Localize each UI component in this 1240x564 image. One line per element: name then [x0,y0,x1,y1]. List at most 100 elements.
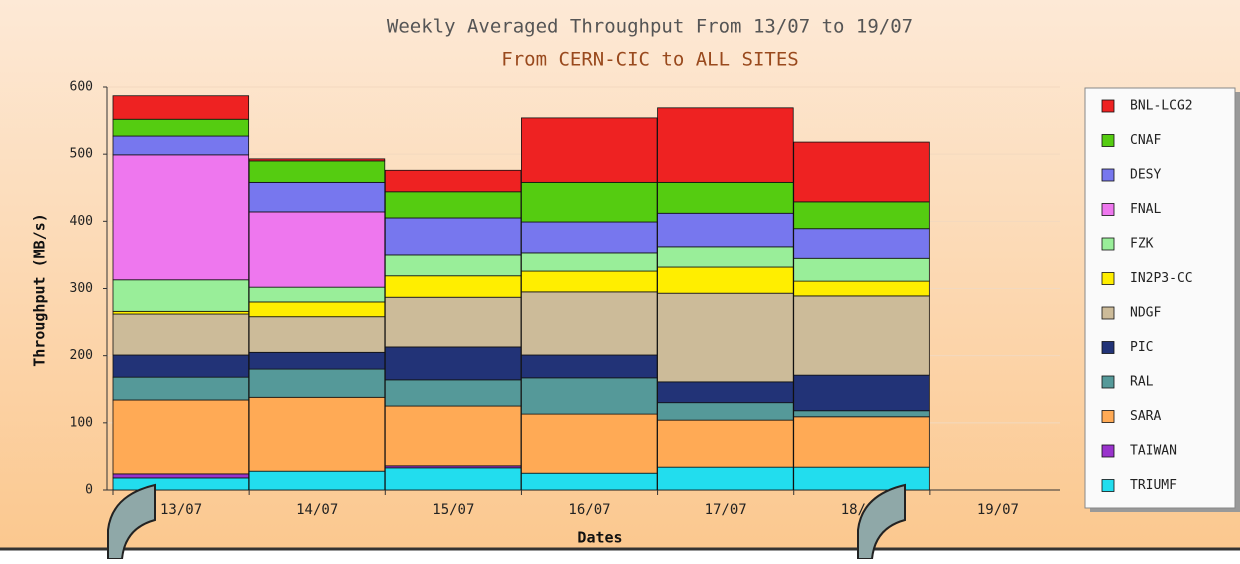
y-tick-label: 100 [70,415,93,430]
bar-segment [248,211,386,288]
bar-segment [248,351,386,370]
bottom-band [0,548,1240,559]
x-tick-label: 14/07 [296,502,338,518]
legend-label: NDGF [1130,306,1161,321]
bar-segment [657,402,794,421]
bar-segment [384,405,522,467]
bar-segment [384,217,522,256]
bar-segment [793,201,930,230]
bar-segment [657,246,794,268]
x-tick-label: 16/07 [568,502,610,518]
bar-segment [384,467,522,491]
bar-segment [384,296,522,348]
y-tick-label: 400 [70,214,93,229]
bar-segment [248,316,386,353]
legend-swatch [1101,99,1115,113]
legend-label: RAL [1130,375,1154,390]
bar-segment [112,354,250,378]
y-tick-label: 200 [70,348,93,363]
bar-segment [793,466,930,491]
legend-swatch [1101,444,1115,458]
x-tick-label: 15/07 [432,502,474,518]
bar-segment [521,221,658,254]
bar-segment [112,313,250,356]
y-tick-label: 300 [70,281,93,296]
x-axis-label: Dates [577,529,622,547]
x-tick-label: 13/07 [160,502,202,518]
x-tick-label: 19/07 [977,502,1019,518]
bar-segment [521,472,658,491]
bar-segment [384,169,522,193]
bar-segment [112,135,250,156]
decor-shape [857,483,906,560]
bar-segment [112,399,250,475]
bar-segment [248,286,386,303]
bar-segment [521,181,658,223]
legend-swatch [1101,341,1115,354]
legend-label: IN2P3-CC [1130,271,1193,286]
legend-label: PIC [1130,340,1153,355]
bar-segment [248,158,386,162]
bar-segment [793,280,930,297]
bar-segment [521,377,658,415]
bar-segment [112,154,250,281]
legend-label: CNAF [1130,133,1161,148]
x-tick-label: 17/07 [705,502,747,518]
bar-segment [657,181,794,214]
legend-label: FNAL [1130,202,1161,217]
bar-segment [384,275,522,298]
bar-segment [521,252,658,272]
bar-segment [657,292,794,383]
bar-segment [384,254,522,277]
bar-segment [657,466,794,491]
legend-swatch [1101,272,1115,285]
bar-segment [384,191,522,219]
legend-swatch [1101,479,1115,492]
legend-swatch [1101,168,1115,182]
bar-segment [384,346,522,381]
bar-segment [248,470,386,491]
legend-swatch [1101,306,1115,320]
bar-segment [112,95,250,120]
bar-segment [112,279,250,312]
bar-segment [657,212,794,248]
legend-box [1084,87,1236,509]
legend-label: DESY [1130,168,1161,183]
y-tick-label: 0 [85,483,93,498]
bar-segment [521,117,658,183]
legend-label: TRIUMF [1130,478,1177,493]
bar-segment [521,354,658,379]
decor-shape [107,483,156,560]
y-tick-label: 600 [70,80,93,95]
legend-swatch [1101,375,1115,389]
legend-label: BNL-LCG2 [1130,99,1193,114]
bar-segment [112,376,250,401]
y-axis-label: Throughput (MB/s) [31,213,49,367]
chart-title: Weekly Averaged Throughput From 13/07 to… [387,16,913,38]
bar-segment [521,413,658,474]
legend-label: FZK [1130,237,1154,252]
bar-segment [248,181,386,213]
bar-segment [793,416,930,468]
bar-segment [793,295,930,376]
legend-swatch [1101,134,1115,147]
bar-segment [248,396,386,472]
bar-segment [657,419,794,468]
bar-segment [657,107,794,183]
bar-segment [248,301,386,318]
legend-swatch [1101,203,1115,216]
legend-label: SARA [1130,409,1161,424]
bar-segment [112,118,250,137]
legend-swatch [1101,410,1115,423]
bar-segment [384,379,522,407]
bar-segment [793,228,930,259]
legend-label: TAIWAN [1130,444,1177,459]
bar-segment [521,291,658,356]
bar-segment [112,310,250,315]
bar-segment [657,381,794,404]
bar-segment [248,160,386,183]
bar-segment [793,257,930,282]
y-tick-label: 500 [70,147,93,162]
bar-segment [657,266,794,294]
bar-segment [793,410,930,418]
